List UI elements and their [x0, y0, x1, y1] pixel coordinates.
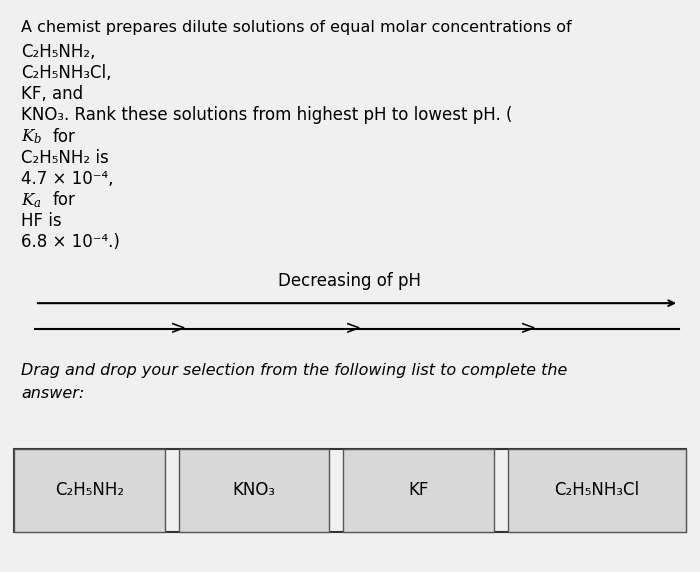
Text: KF: KF [408, 482, 428, 499]
Text: Drag and drop your selection from the following list to complete the: Drag and drop your selection from the fo… [21, 363, 568, 378]
Text: for: for [52, 128, 76, 145]
Text: for: for [52, 191, 76, 209]
Text: C₂H₅NH₂,: C₂H₅NH₂, [21, 43, 95, 61]
Text: KNO₃: KNO₃ [232, 482, 275, 499]
FancyBboxPatch shape [343, 449, 494, 532]
Text: A chemist prepares dilute solutions of equal molar concentrations of: A chemist prepares dilute solutions of e… [21, 20, 572, 35]
Text: C₂H₅NH₃Cl,: C₂H₅NH₃Cl, [21, 64, 111, 82]
FancyBboxPatch shape [14, 449, 164, 532]
FancyBboxPatch shape [508, 449, 686, 532]
Text: >: > [345, 319, 362, 339]
Text: 4.7 × 10⁻⁴,: 4.7 × 10⁻⁴, [21, 170, 113, 188]
Text: KF, and: KF, and [21, 85, 83, 103]
FancyBboxPatch shape [178, 449, 329, 532]
Text: C₂H₅NH₂ is: C₂H₅NH₂ is [21, 149, 108, 166]
Text: Decreasing of pH: Decreasing of pH [279, 272, 421, 291]
Text: >: > [170, 319, 187, 339]
Text: $K_a$: $K_a$ [21, 191, 42, 210]
Text: $K_b$: $K_b$ [21, 128, 43, 146]
Text: C₂H₅NH₂: C₂H₅NH₂ [55, 482, 124, 499]
Text: HF is: HF is [21, 212, 62, 230]
Text: 6.8 × 10⁻⁴.): 6.8 × 10⁻⁴.) [21, 233, 120, 251]
Text: answer:: answer: [21, 386, 84, 401]
Text: KNO₃. Rank these solutions from highest pH to lowest pH. (: KNO₃. Rank these solutions from highest … [21, 106, 512, 124]
Text: >: > [520, 319, 537, 339]
Text: C₂H₅NH₃Cl: C₂H₅NH₃Cl [554, 482, 639, 499]
